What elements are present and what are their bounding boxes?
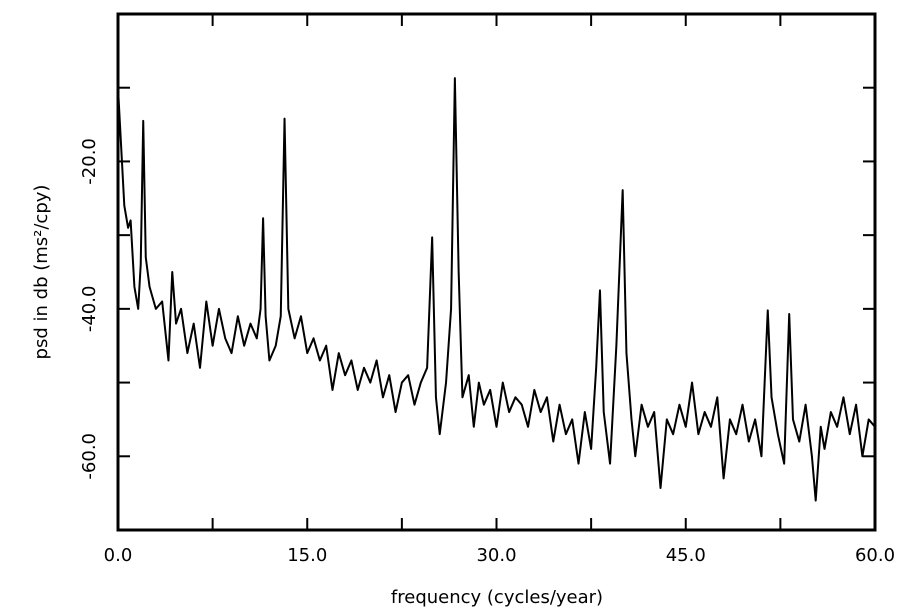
x-tick-label: 15.0 bbox=[287, 545, 327, 566]
x-tick-label: 30.0 bbox=[476, 545, 516, 566]
x-tick-label: 45.0 bbox=[666, 545, 706, 566]
y-axis-label: psd in db (ms²/cpy) bbox=[31, 185, 52, 360]
y-tick-label: -40.0 bbox=[79, 286, 100, 333]
psd-line bbox=[117, 77, 876, 502]
x-tick-label: 60.0 bbox=[855, 545, 895, 566]
x-axis-label: frequency (cycles/year) bbox=[391, 587, 603, 608]
y-tick-label: -60.0 bbox=[79, 433, 100, 480]
x-tick-label: 0.0 bbox=[104, 545, 133, 566]
y-tick-label: -20.0 bbox=[79, 138, 100, 185]
